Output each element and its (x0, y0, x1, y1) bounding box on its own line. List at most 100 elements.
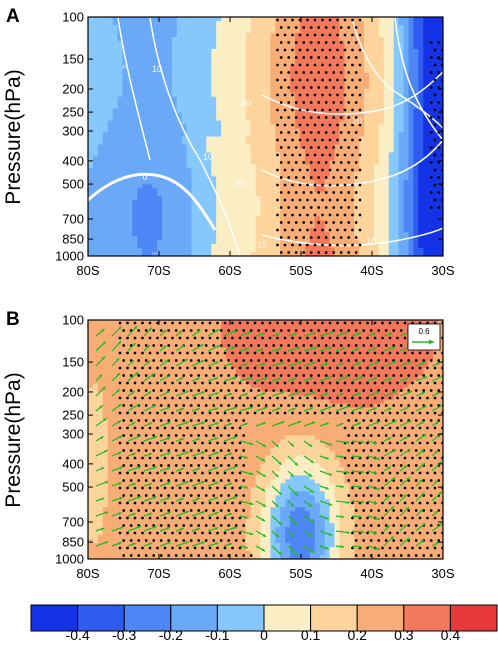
heat-cell (418, 224, 424, 229)
heat-cell (201, 32, 207, 38)
heat-cell (393, 120, 400, 126)
heat-cell (127, 92, 133, 98)
heat-cell (423, 108, 429, 114)
heat-cell (270, 192, 276, 197)
heat-cell (186, 168, 193, 173)
significance-dot (351, 93, 354, 97)
heat-cell (92, 36, 99, 42)
heat-cell (161, 220, 168, 225)
heat-cell (102, 92, 109, 98)
heat-cell (122, 128, 129, 134)
heat-cell (378, 196, 385, 201)
heat-cell (408, 136, 415, 142)
heat-cell (191, 224, 198, 229)
heat-cell (92, 507, 99, 512)
heat-cell (127, 124, 133, 130)
heat-cell (132, 60, 138, 66)
heat-cell (359, 36, 365, 42)
heat-cell (171, 196, 178, 201)
heat-cell (147, 20, 153, 26)
heat-cell (270, 184, 276, 189)
heat-cell (206, 172, 212, 177)
heat-cell (216, 44, 222, 50)
heat-cell (181, 212, 188, 217)
heat-cell (383, 152, 390, 158)
heat-cell (196, 124, 202, 130)
heat-cell (186, 72, 193, 78)
heat-cell (260, 152, 267, 158)
heat-cell (92, 168, 99, 173)
heat-cell (235, 224, 242, 229)
heat-cell (344, 28, 350, 34)
heat-cell (206, 188, 212, 193)
heat-cell (157, 188, 163, 193)
heat-cell (137, 72, 143, 78)
heat-cell (107, 156, 114, 161)
heat-cell (329, 84, 336, 90)
heat-cell (428, 172, 434, 177)
heat-cell (393, 232, 400, 237)
significance-dot (313, 243, 317, 247)
heat-cell (142, 208, 148, 213)
heat-cell (334, 180, 341, 185)
heat-cell (88, 120, 94, 126)
heat-cell (122, 204, 129, 209)
heat-cell (324, 240, 331, 245)
heat-cell (176, 144, 183, 150)
heat-cell (92, 399, 99, 405)
heat-cell (157, 232, 163, 237)
heat-cell (369, 196, 375, 201)
heat-cell (88, 68, 94, 74)
heat-cell (181, 156, 188, 161)
y-tick-label: 1000 (55, 249, 84, 264)
heat-cell (235, 200, 242, 205)
significance-dot (287, 206, 291, 209)
heat-cell (166, 108, 173, 114)
heat-cell (191, 88, 198, 94)
heat-cell (344, 240, 350, 245)
heat-cell (245, 60, 252, 66)
heat-cell (117, 248, 124, 253)
heat-cell (166, 160, 173, 165)
heat-cell (285, 44, 291, 50)
heat-cell (339, 200, 345, 205)
significance-dot (283, 198, 287, 202)
heat-cell (275, 220, 281, 225)
heat-cell (369, 96, 375, 102)
heat-cell (393, 152, 400, 158)
heat-cell (191, 168, 198, 173)
heat-cell (383, 104, 390, 110)
significance-dot (324, 86, 328, 89)
heat-cell (196, 248, 202, 253)
heat-cell (191, 164, 198, 169)
significance-dot (343, 48, 347, 52)
heat-cell (398, 132, 405, 138)
significance-dot (306, 153, 309, 157)
heat-cell (107, 88, 114, 94)
heat-cell (304, 252, 311, 256)
heat-cell (122, 40, 129, 46)
heat-cell (181, 216, 188, 221)
heat-cell (112, 116, 119, 122)
heat-cell (127, 244, 133, 249)
heat-cell (240, 84, 247, 90)
heat-cell (418, 44, 424, 50)
heat-cell (97, 483, 104, 488)
heat-cell (102, 64, 109, 70)
heat-cell (433, 56, 439, 62)
heat-cell (221, 180, 227, 185)
heat-cell (235, 56, 242, 62)
heat-cell (260, 184, 267, 189)
heat-cell (245, 64, 252, 70)
heat-cell (423, 136, 429, 142)
significance-dot (276, 228, 279, 232)
heat-cell (186, 52, 193, 58)
heat-cell (255, 228, 262, 233)
heat-cell (171, 88, 178, 94)
heat-cell (408, 28, 415, 34)
heat-cell (388, 17, 395, 22)
heat-cell (142, 92, 148, 98)
heat-cell (393, 212, 400, 217)
heat-cell (433, 80, 439, 86)
heat-cell (245, 208, 252, 213)
